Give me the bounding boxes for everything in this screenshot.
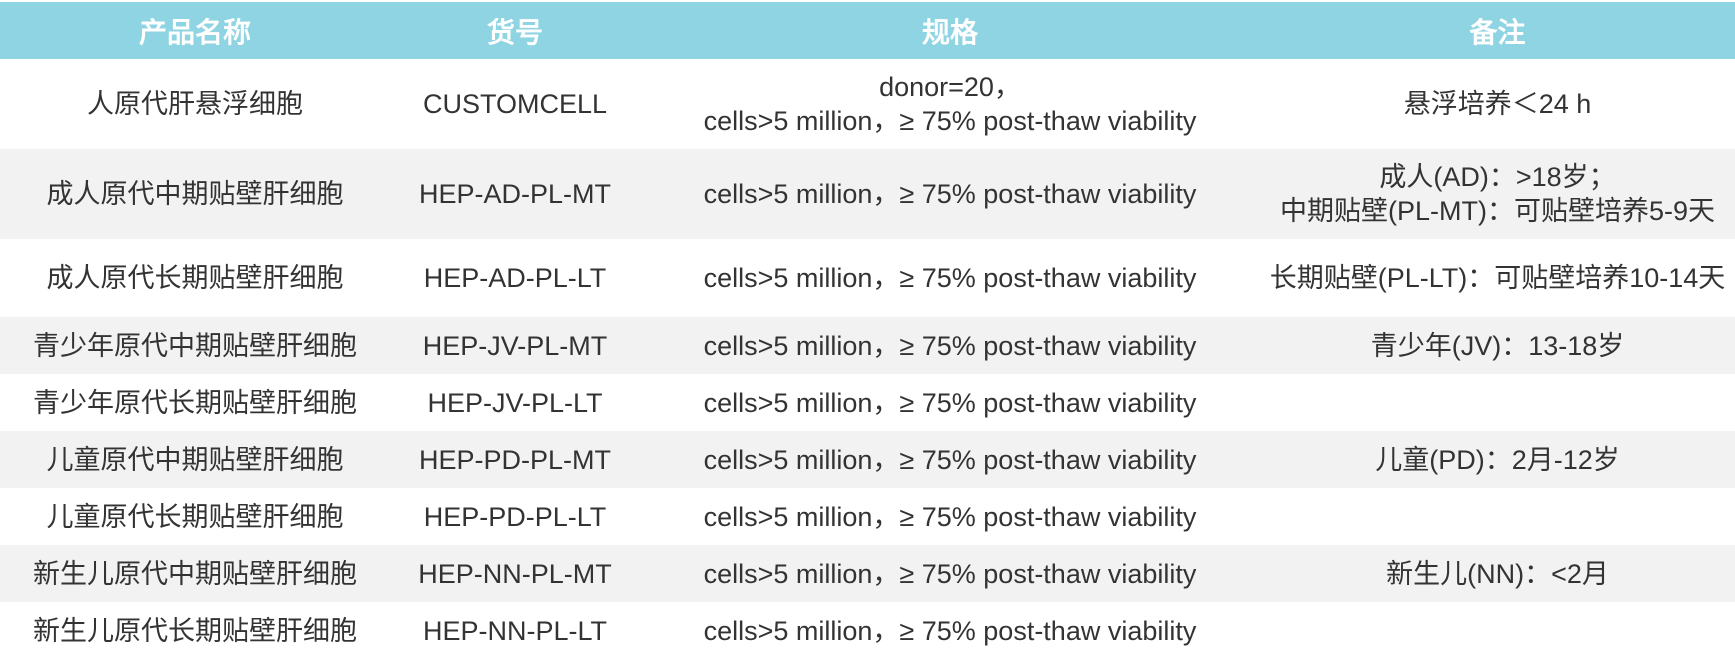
specification-cell: cells>5 million，≥ 75% post-thaw viabilit… [640,602,1260,659]
remarks-cell: 新生儿(NN)：<2月 [1260,545,1735,602]
table-header-row: 产品名称 货号 规格 备注 [0,0,1735,59]
remarks-cell [1260,374,1735,431]
item-number-cell: CUSTOMCELL [390,59,640,149]
remarks-line: 青少年(JV)：13-18岁 [1370,330,1625,361]
product-name-cell: 儿童原代长期贴壁肝细胞 [0,488,390,545]
header-specification: 规格 [640,0,1260,59]
table-row: 儿童原代中期贴壁肝细胞 HEP-PD-PL-MT cells>5 million… [0,431,1735,488]
remarks-line: 中期贴壁(PL-MT)：可贴壁培养5-9天 [1279,196,1715,226]
product-name-cell: 人原代肝悬浮细胞 [0,59,390,149]
specification-cell: cells>5 million，≥ 75% post-thaw viabilit… [640,545,1260,602]
item-number-cell: HEP-PD-PL-MT [390,431,640,488]
table-row: 成人原代中期贴壁肝细胞 HEP-AD-PL-MT cells>5 million… [0,149,1735,239]
remarks-cell [1260,602,1735,659]
header-item-number: 货号 [390,0,640,59]
product-name-cell: 成人原代中期贴壁肝细胞 [0,149,390,239]
remarks-cell: 长期贴壁(PL-LT)：可贴壁培养10-14天 [1260,239,1735,317]
table-row: 新生儿原代中期贴壁肝细胞 HEP-NN-PL-MT cells>5 millio… [0,545,1735,602]
product-name-cell: 新生儿原代长期贴壁肝细胞 [0,602,390,659]
remarks-cell: 儿童(PD)：2月-12岁 [1260,431,1735,488]
specification-line: cells>5 million，≥ 75% post-thaw viabilit… [703,330,1197,361]
header-product-name: 产品名称 [0,0,390,59]
table-row: 成人原代长期贴壁肝细胞 HEP-AD-PL-LT cells>5 million… [0,239,1735,317]
specification-cell: cells>5 million，≥ 75% post-thaw viabilit… [640,374,1260,431]
specification-cell: cells>5 million，≥ 75% post-thaw viabilit… [640,488,1260,545]
item-number-cell: HEP-NN-PL-LT [390,602,640,659]
specification-line: cells>5 million，≥ 75% post-thaw viabilit… [703,106,1197,136]
table-row: 青少年原代长期贴壁肝细胞 HEP-JV-PL-LT cells>5 millio… [0,374,1735,431]
product-name-cell: 成人原代长期贴壁肝细胞 [0,239,390,317]
specification-cell: cells>5 million，≥ 75% post-thaw viabilit… [640,149,1260,239]
remarks-cell [1260,488,1735,545]
item-number-cell: HEP-PD-PL-LT [390,488,640,545]
remarks-line: 新生儿(NN)：<2月 [1386,558,1609,589]
specification-line: donor=20， [879,72,1021,102]
remarks-cell: 悬浮培养＜24 h [1260,59,1735,149]
specification-cell: cells>5 million，≥ 75% post-thaw viabilit… [640,431,1260,488]
header-remarks: 备注 [1260,0,1735,59]
table-row: 新生儿原代长期贴壁肝细胞 HEP-NN-PL-LT cells>5 millio… [0,602,1735,659]
specification-line: cells>5 million，≥ 75% post-thaw viabilit… [703,387,1197,418]
item-number-cell: HEP-NN-PL-MT [390,545,640,602]
product-name-cell: 青少年原代长期贴壁肝细胞 [0,374,390,431]
remarks-line: 悬浮培养＜24 h [1403,89,1592,119]
product-name-cell: 新生儿原代中期贴壁肝细胞 [0,545,390,602]
specification-line: cells>5 million，≥ 75% post-thaw viabilit… [703,179,1197,209]
remarks-line: 儿童(PD)：2月-12岁 [1375,444,1620,475]
remarks-cell: 青少年(JV)：13-18岁 [1260,317,1735,374]
specification-cell: cells>5 million，≥ 75% post-thaw viabilit… [640,317,1260,374]
specification-line: cells>5 million，≥ 75% post-thaw viabilit… [703,501,1197,532]
item-number-cell: HEP-JV-PL-LT [390,374,640,431]
remarks-line: 成人(AD)：>18岁； [1379,162,1616,192]
remarks-line: 长期贴壁(PL-LT)：可贴壁培养10-14天 [1269,263,1726,293]
specification-line: cells>5 million，≥ 75% post-thaw viabilit… [703,444,1197,475]
table-row: 儿童原代长期贴壁肝细胞 HEP-PD-PL-LT cells>5 million… [0,488,1735,545]
item-number-cell: HEP-AD-PL-MT [390,149,640,239]
specification-line: cells>5 million，≥ 75% post-thaw viabilit… [703,263,1197,293]
specification-line: cells>5 million，≥ 75% post-thaw viabilit… [703,615,1197,646]
item-number-cell: HEP-AD-PL-LT [390,239,640,317]
table-row: 青少年原代中期贴壁肝细胞 HEP-JV-PL-MT cells>5 millio… [0,317,1735,374]
specification-line: cells>5 million，≥ 75% post-thaw viabilit… [703,558,1197,589]
item-number-cell: HEP-JV-PL-MT [390,317,640,374]
product-name-cell: 儿童原代中期贴壁肝细胞 [0,431,390,488]
remarks-cell: 成人(AD)：>18岁； 中期贴壁(PL-MT)：可贴壁培养5-9天 [1260,149,1735,239]
table-row: 人原代肝悬浮细胞 CUSTOMCELL donor=20， cells>5 mi… [0,59,1735,149]
product-name-cell: 青少年原代中期贴壁肝细胞 [0,317,390,374]
specification-cell: cells>5 million，≥ 75% post-thaw viabilit… [640,239,1260,317]
specification-cell: donor=20， cells>5 million，≥ 75% post-tha… [640,59,1260,149]
